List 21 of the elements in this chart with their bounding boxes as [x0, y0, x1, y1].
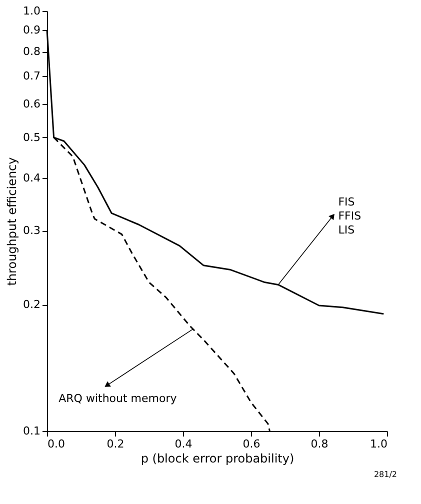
- text: 281/2: [374, 470, 397, 479]
- y-axis-title: throughput efficiency: [5, 157, 20, 286]
- y-tick-label: 0.8: [23, 45, 40, 58]
- y-tick-label: 0.5: [23, 130, 40, 144]
- x-tick-label: 0.6: [242, 438, 260, 450]
- y-tick-label: 0.1: [23, 424, 40, 438]
- y-tick-label: 0.2: [23, 298, 40, 312]
- y-tick-label: 0.6: [23, 98, 40, 111]
- y-tick-label: 0.7: [23, 70, 40, 83]
- x-tick-label: 0.2: [106, 438, 124, 450]
- x-tick-label: 0.8: [310, 438, 328, 450]
- x-tick-label: 0.4: [174, 438, 192, 450]
- annotation: FIS FFIS LIS: [338, 196, 362, 237]
- x-axis-title: p (block error probability): [140, 452, 294, 466]
- x-tick-label: 1.0: [370, 438, 388, 450]
- y-tick-label: 0.9: [23, 24, 40, 37]
- y-tick-label: 0.4: [23, 172, 40, 185]
- y-tick-label: 1.0: [23, 4, 40, 18]
- x-tick-label: 0.0: [48, 438, 65, 450]
- annotation: ARQ without memory: [58, 392, 178, 405]
- y-tick-label: 0.3: [23, 224, 40, 238]
